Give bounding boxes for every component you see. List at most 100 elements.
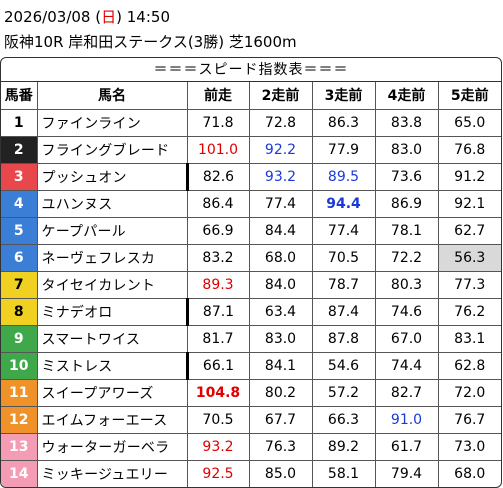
index-cell: 86.9 [374, 189, 439, 218]
index-cell: 92.1 [437, 189, 501, 218]
index-cell: 74.6 [374, 297, 439, 326]
index-cell: 67.0 [374, 324, 439, 353]
index-cell: 66.1 [186, 351, 250, 380]
horse-number: 14 [1, 459, 38, 487]
table-row: 2 フライングブレード 101.0 92.2 77.9 83.0 76.8 [1, 135, 501, 164]
index-cell: 89.3 [186, 270, 250, 299]
horse-name: ミッキージュエリー [36, 459, 188, 487]
table-row: 9 スマートワイス 81.7 83.0 87.8 67.0 83.1 [1, 324, 501, 353]
index-cell: 57.2 [311, 378, 376, 407]
index-cell: 94.4 [311, 189, 376, 218]
index-cell: 89.2 [311, 432, 376, 461]
post-time: 14:50 [126, 8, 170, 26]
index-cell: 81.7 [186, 324, 250, 353]
index-cell: 83.1 [437, 324, 501, 353]
table-row: 4 ユハンヌス 86.4 77.4 94.4 86.9 92.1 [1, 189, 501, 218]
horse-name: フライングブレード [36, 135, 188, 164]
col-header-horse: 馬名 [36, 82, 188, 110]
table-row: 8 ミナデオロ 87.1 63.4 87.4 74.6 76.2 [1, 297, 501, 326]
index-cell: 56.3 [437, 243, 501, 272]
index-cell: 62.8 [437, 351, 501, 380]
index-cell: 78.7 [311, 270, 376, 299]
index-cell: 85.0 [248, 459, 313, 487]
horse-number: 10 [1, 351, 38, 380]
weekday: 日 [101, 8, 117, 26]
index-cell: 66.9 [186, 216, 250, 245]
horse-number: 7 [1, 270, 38, 299]
col-header-last: 前走 [186, 82, 250, 110]
index-cell: 82.6 [186, 162, 250, 191]
date: 2026/03/08 [4, 8, 91, 26]
horse-name: ファインライン [36, 108, 188, 137]
col-header-number: 馬番 [1, 82, 38, 110]
index-cell: 76.3 [248, 432, 313, 461]
horse-name: ウォーターガーベラ [36, 432, 188, 461]
index-cell: 70.5 [311, 243, 376, 272]
index-cell: 77.4 [311, 216, 376, 245]
index-cell: 78.1 [374, 216, 439, 245]
index-cell: 73.6 [374, 162, 439, 191]
index-cell: 101.0 [186, 135, 250, 164]
horse-name: プッシュオン [36, 162, 189, 191]
index-cell: 83.0 [248, 324, 313, 353]
index-cell: 71.8 [186, 108, 250, 137]
index-cell: 77.3 [437, 270, 501, 299]
horse-number: 12 [1, 405, 38, 434]
horse-number: 1 [1, 108, 38, 137]
horse-number: 6 [1, 243, 38, 272]
index-cell: 74.4 [374, 351, 439, 380]
horse-number: 4 [1, 189, 38, 218]
index-cell: 86.3 [311, 108, 376, 137]
index-cell: 87.1 [186, 297, 250, 326]
table-row: 13 ウォーターガーベラ 93.2 76.3 89.2 61.7 73.0 [1, 432, 501, 461]
horse-number: 5 [1, 216, 38, 245]
index-cell: 63.4 [248, 297, 313, 326]
table-row: 12 エイムフォーエース 70.5 67.7 66.3 91.0 76.7 [1, 405, 501, 434]
index-cell: 77.9 [311, 135, 376, 164]
col-header-5back: 5走前 [437, 82, 501, 110]
index-cell: 83.2 [186, 243, 250, 272]
race-title: 阪神10R 岸和田ステークス(3勝) 芝1600m [4, 33, 297, 51]
horse-name: ユハンヌス [36, 189, 188, 218]
horse-name: ケープパール [36, 216, 188, 245]
index-cell: 54.6 [311, 351, 376, 380]
table-banner: ＝＝＝スピード指数表＝＝＝ [1, 58, 501, 82]
horse-number: 13 [1, 432, 38, 461]
index-cell: 80.3 [374, 270, 439, 299]
horse-name: エイムフォーエース [36, 405, 188, 434]
horse-number: 11 [1, 378, 38, 407]
index-cell: 68.0 [437, 459, 501, 487]
index-cell: 77.4 [248, 189, 313, 218]
col-header-4back: 4走前 [374, 82, 439, 110]
index-cell: 73.0 [437, 432, 501, 461]
horse-number: 8 [1, 297, 38, 326]
date-line: 2026/03/08 (日) 14:50 [4, 6, 170, 28]
index-cell: 62.7 [437, 216, 501, 245]
day-close: ) [116, 8, 122, 26]
index-cell: 91.0 [374, 405, 439, 434]
index-cell: 93.2 [186, 432, 250, 461]
index-cell: 83.0 [374, 135, 439, 164]
index-cell: 82.7 [374, 378, 439, 407]
horse-number: 9 [1, 324, 38, 353]
index-cell: 76.7 [437, 405, 501, 434]
horse-number: 3 [1, 162, 38, 191]
table-row: 7 タイセイカレント 89.3 84.0 78.7 80.3 77.3 [1, 270, 501, 299]
index-cell: 91.2 [437, 162, 501, 191]
table-header-row: 馬番 馬名 前走 2走前 3走前 4走前 5走前 [1, 82, 501, 110]
index-cell: 72.0 [437, 378, 501, 407]
index-cell: 84.4 [248, 216, 313, 245]
index-cell: 86.4 [186, 189, 250, 218]
index-cell: 104.8 [186, 378, 250, 407]
speed-index-panel: ＝＝＝スピード指数表＝＝＝ 馬番 馬名 前走 2走前 3走前 4走前 5走前 1… [0, 57, 502, 488]
index-cell: 84.1 [248, 351, 313, 380]
index-cell: 70.5 [186, 405, 250, 434]
table-row: 6 ネーヴェフレスカ 83.2 68.0 70.5 72.2 56.3 [1, 243, 501, 272]
index-cell: 92.5 [186, 459, 250, 487]
index-cell: 79.4 [374, 459, 439, 487]
index-cell: 65.0 [437, 108, 501, 137]
horse-name: ネーヴェフレスカ [36, 243, 188, 272]
horse-name: ミストレス [36, 351, 189, 380]
index-cell: 83.8 [374, 108, 439, 137]
horse-name: タイセイカレント [36, 270, 188, 299]
